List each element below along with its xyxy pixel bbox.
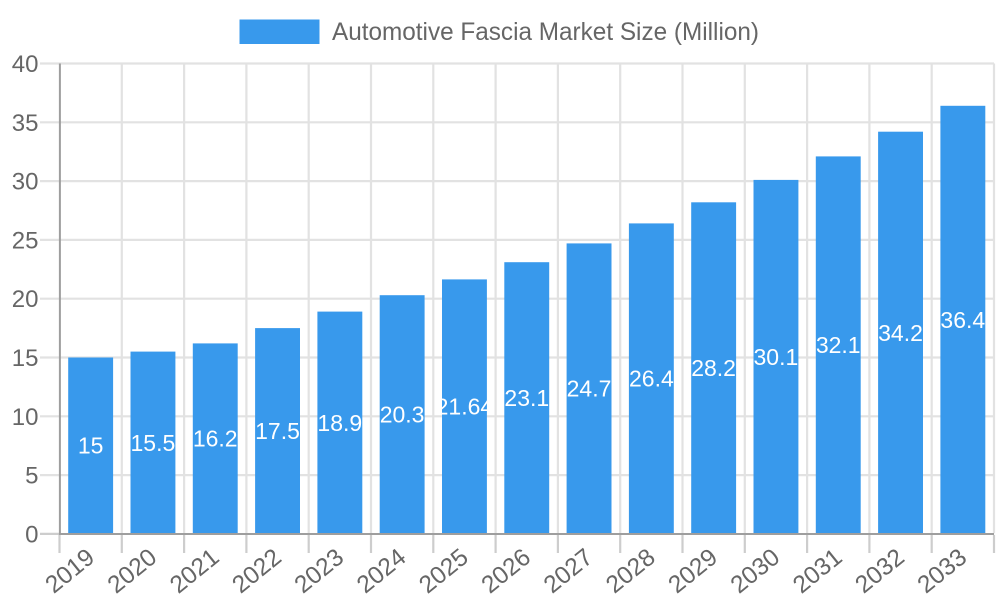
svg-text:20.3: 20.3 xyxy=(380,402,425,428)
svg-text:2032: 2032 xyxy=(850,544,909,599)
svg-text:26.4: 26.4 xyxy=(629,366,674,392)
svg-text:15: 15 xyxy=(78,433,104,459)
svg-text:10: 10 xyxy=(12,404,39,431)
svg-text:25: 25 xyxy=(12,227,39,254)
svg-text:2022: 2022 xyxy=(227,544,286,599)
svg-text:20: 20 xyxy=(12,286,39,313)
svg-text:2026: 2026 xyxy=(477,544,536,599)
svg-text:2025: 2025 xyxy=(414,544,473,599)
svg-text:2027: 2027 xyxy=(539,544,598,599)
svg-text:16.2: 16.2 xyxy=(193,426,238,452)
svg-text:2023: 2023 xyxy=(290,544,349,599)
svg-text:24.7: 24.7 xyxy=(567,376,612,402)
svg-text:2021: 2021 xyxy=(165,544,224,599)
svg-text:2031: 2031 xyxy=(788,544,847,599)
svg-text:2030: 2030 xyxy=(726,544,785,599)
svg-text:0: 0 xyxy=(25,521,38,548)
svg-text:2028: 2028 xyxy=(601,544,660,599)
svg-text:32.1: 32.1 xyxy=(816,332,861,358)
svg-text:28.2: 28.2 xyxy=(691,355,736,381)
svg-text:2020: 2020 xyxy=(103,544,162,599)
svg-text:2024: 2024 xyxy=(352,544,411,599)
svg-text:35: 35 xyxy=(12,110,39,137)
svg-text:40: 40 xyxy=(12,51,39,78)
svg-text:2029: 2029 xyxy=(664,544,723,599)
svg-text:21.64: 21.64 xyxy=(436,394,494,420)
svg-text:2033: 2033 xyxy=(913,544,972,599)
svg-text:23.1: 23.1 xyxy=(504,385,549,411)
svg-text:2019: 2019 xyxy=(41,544,100,599)
svg-text:18.9: 18.9 xyxy=(317,410,362,436)
svg-text:30: 30 xyxy=(12,169,39,196)
svg-text:17.5: 17.5 xyxy=(255,418,300,444)
svg-text:5: 5 xyxy=(25,463,38,490)
svg-text:34.2: 34.2 xyxy=(878,320,923,346)
svg-text:30.1: 30.1 xyxy=(754,344,799,370)
svg-text:36.4: 36.4 xyxy=(940,307,985,333)
svg-text:15.5: 15.5 xyxy=(131,430,176,456)
svg-text:15: 15 xyxy=(12,345,39,372)
svg-text:Automotive Fascia Market Size: Automotive Fascia Market Size (Million) xyxy=(332,18,759,46)
